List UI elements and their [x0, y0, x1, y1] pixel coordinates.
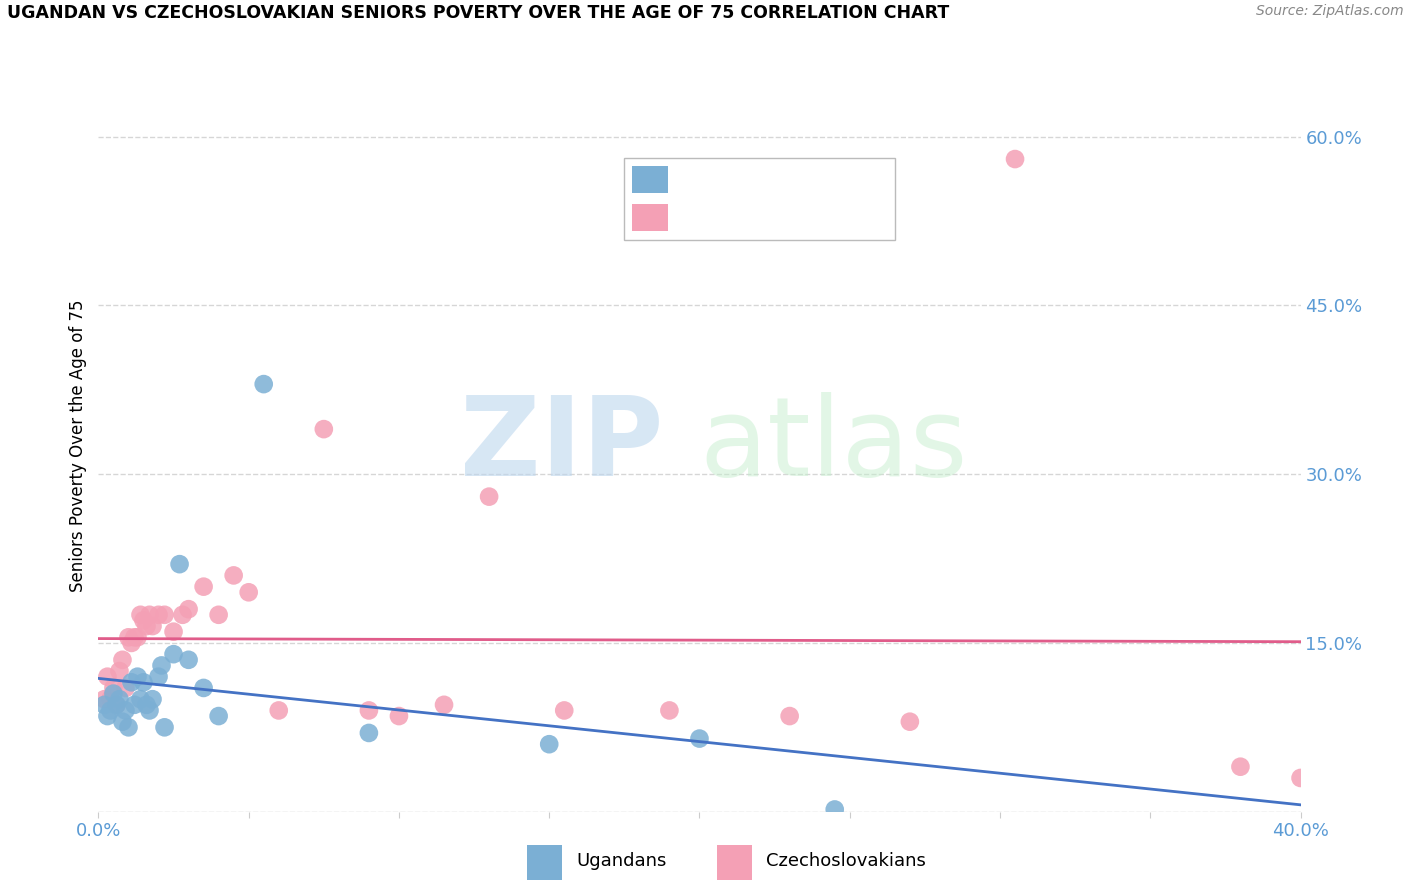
FancyBboxPatch shape — [624, 158, 896, 240]
Point — [108, 692, 131, 706]
Point — [153, 720, 176, 734]
Point — [169, 557, 191, 571]
Point — [127, 630, 149, 644]
Point — [103, 687, 125, 701]
Point — [208, 607, 231, 622]
Point — [162, 624, 184, 639]
Text: Czechoslovakians: Czechoslovakians — [766, 852, 927, 870]
Y-axis label: Seniors Poverty Over the Age of 75: Seniors Poverty Over the Age of 75 — [69, 300, 87, 592]
Point — [117, 720, 139, 734]
Point — [141, 692, 163, 706]
Point — [824, 802, 846, 816]
Point — [238, 585, 260, 599]
Point — [138, 703, 160, 717]
Point — [1004, 152, 1026, 166]
Point — [124, 698, 146, 712]
Point — [132, 614, 155, 628]
Point — [100, 703, 122, 717]
Point — [132, 675, 155, 690]
Point — [114, 703, 136, 717]
Point — [138, 607, 160, 622]
Point — [129, 692, 152, 706]
Text: Ugandans: Ugandans — [576, 852, 666, 870]
Point — [658, 703, 681, 717]
Point — [129, 607, 152, 622]
Text: -0.294: -0.294 — [721, 170, 780, 189]
Point — [898, 714, 921, 729]
Text: 39: 39 — [815, 209, 838, 227]
Point — [253, 377, 276, 392]
Point — [433, 698, 456, 712]
Point — [148, 607, 170, 622]
Point — [96, 709, 118, 723]
Point — [357, 703, 380, 717]
Point — [135, 619, 157, 633]
Point — [1229, 760, 1251, 774]
Point — [111, 653, 134, 667]
FancyBboxPatch shape — [527, 845, 562, 880]
Point — [153, 607, 176, 622]
Point — [124, 630, 146, 644]
Point — [193, 681, 215, 695]
Point — [1289, 771, 1312, 785]
Point — [193, 580, 215, 594]
Text: ZIP: ZIP — [460, 392, 664, 500]
Point — [141, 619, 163, 633]
Point — [553, 703, 575, 717]
Point — [267, 703, 290, 717]
Point — [162, 647, 184, 661]
Point — [117, 630, 139, 644]
Point — [172, 607, 194, 622]
Text: -0.071: -0.071 — [721, 209, 780, 227]
Point — [148, 670, 170, 684]
Text: UGANDAN VS CZECHOSLOVAKIAN SENIORS POVERTY OVER THE AGE OF 75 CORRELATION CHART: UGANDAN VS CZECHOSLOVAKIAN SENIORS POVER… — [7, 4, 949, 22]
Point — [779, 709, 801, 723]
Text: 30: 30 — [815, 170, 838, 189]
FancyBboxPatch shape — [633, 204, 668, 231]
Point — [93, 692, 115, 706]
Point — [114, 681, 136, 695]
Point — [538, 737, 561, 751]
Text: N =: N = — [776, 170, 813, 189]
Point — [103, 681, 125, 695]
Point — [177, 602, 200, 616]
Text: R =: R = — [682, 170, 718, 189]
Point — [150, 658, 173, 673]
Point — [105, 698, 128, 712]
Point — [357, 726, 380, 740]
FancyBboxPatch shape — [717, 845, 752, 880]
Point — [312, 422, 335, 436]
Point — [108, 664, 131, 678]
Point — [177, 653, 200, 667]
FancyBboxPatch shape — [633, 166, 668, 194]
Point — [100, 692, 122, 706]
Point — [105, 698, 128, 712]
Text: R =: R = — [682, 209, 718, 227]
Text: N =: N = — [776, 209, 813, 227]
Point — [96, 670, 118, 684]
Point — [208, 709, 231, 723]
Point — [127, 670, 149, 684]
Point — [121, 636, 143, 650]
Point — [121, 675, 143, 690]
Text: atlas: atlas — [699, 392, 967, 500]
Point — [93, 698, 115, 712]
Text: Source: ZipAtlas.com: Source: ZipAtlas.com — [1256, 4, 1403, 19]
Point — [688, 731, 710, 746]
Point — [135, 698, 157, 712]
Point — [478, 490, 501, 504]
Point — [222, 568, 245, 582]
Point — [388, 709, 411, 723]
Point — [111, 714, 134, 729]
